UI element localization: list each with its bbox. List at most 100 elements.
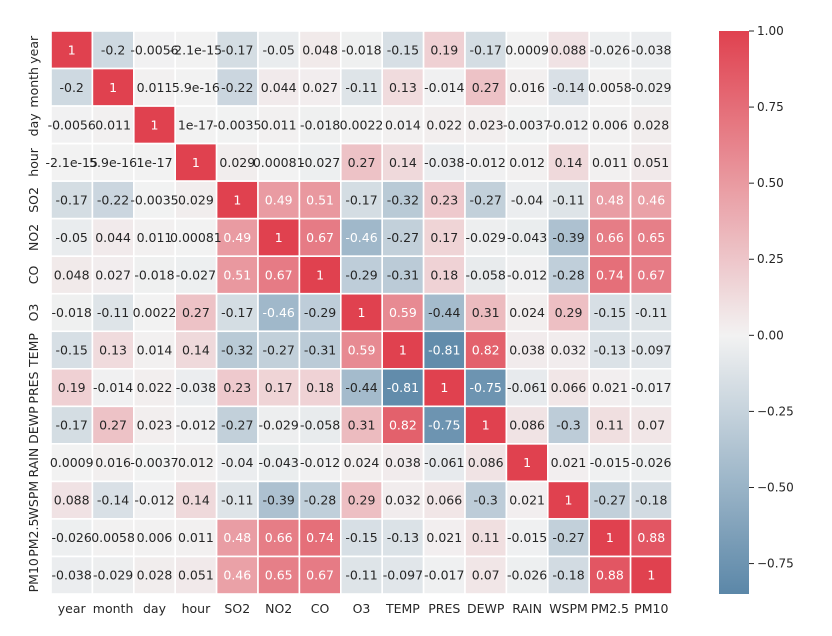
cell-value-hour-year: -2.1e-15 xyxy=(45,155,98,170)
cell-value-DEWP-NO2: -0.029 xyxy=(259,418,299,433)
cell-value-SO2-day: -0.0035 xyxy=(130,192,178,207)
cell-value-NO2-day: 0.011 xyxy=(137,230,173,245)
y-tick-label-month: month xyxy=(26,67,41,108)
heatmap-cell-PM2.5-year xyxy=(50,518,94,558)
heatmap-annotations: 1 -0.2 -0.0056-2.1e-15-0.17 -0.05 0.048 -0.01… xyxy=(45,42,671,582)
cell-value-PRES-day: 0.022 xyxy=(137,380,173,395)
cell-value-DEWP-day: 0.023 xyxy=(137,418,173,433)
cell-value-NO2-PM2.5: 0.66 xyxy=(596,230,624,245)
cell-value-year-SO2: -0.17 xyxy=(221,42,253,57)
heatmap-cell-month-month xyxy=(91,67,135,107)
cell-value-month-TEMP: 0.13 xyxy=(389,80,417,95)
cell-value-CO-PRES: 0.18 xyxy=(430,267,458,282)
cell-value-CO-TEMP: -0.31 xyxy=(387,267,419,282)
x-tick-label-hour: hour xyxy=(182,601,211,616)
cell-value-DEWP-PRES: -0.75 xyxy=(428,418,460,433)
cell-value-hour-NO2: 0.00081 xyxy=(253,155,305,170)
cell-value-PRES-month: -0.014 xyxy=(93,380,133,395)
cell-value-TEMP-month: 0.13 xyxy=(99,343,127,358)
heatmap-cell-TEMP-month xyxy=(91,330,135,370)
heatmap-cell-RAIN-DEWP xyxy=(464,443,508,483)
cell-value-PM10-PM10: 1 xyxy=(647,568,655,583)
cell-value-RAIN-PRES: -0.061 xyxy=(424,455,464,470)
cell-value-year-PM2.5: -0.026 xyxy=(590,42,630,57)
cell-value-TEMP-PM2.5: -0.13 xyxy=(594,343,626,358)
cell-value-PRES-TEMP: -0.81 xyxy=(387,380,419,395)
cell-value-day-PM10: 0.028 xyxy=(633,117,669,132)
cell-value-TEMP-PM10: -0.097 xyxy=(631,343,671,358)
heatmap-cell-PM2.5-RAIN xyxy=(505,518,549,558)
heatmap-cell-month-year xyxy=(50,67,94,107)
cell-value-O3-WSPM: 0.29 xyxy=(555,305,583,320)
cell-value-NO2-O3: -0.46 xyxy=(345,230,377,245)
cell-value-PM2.5-SO2: 0.48 xyxy=(223,530,251,545)
y-tick-label-hour: hour xyxy=(26,147,41,176)
heatmap-cell-hour-PRES xyxy=(422,142,466,182)
cell-value-SO2-PM2.5: 0.48 xyxy=(596,192,624,207)
x-tick-label-year: year xyxy=(58,601,87,616)
cell-value-CO-month: 0.027 xyxy=(95,267,131,282)
cell-value-O3-PRES: -0.44 xyxy=(428,305,460,320)
heatmap-cell-SO2-RAIN xyxy=(505,180,549,220)
cell-value-WSPM-NO2: -0.39 xyxy=(263,493,295,508)
colorbar: 1.00 0.75 0.50 0.25 0.00 −0.25 −0.50 −0.75 xyxy=(719,24,794,594)
cell-value-TEMP-SO2: -0.32 xyxy=(221,343,253,358)
cell-value-day-NO2: 0.011 xyxy=(261,117,297,132)
cell-value-year-DEWP: -0.17 xyxy=(470,42,502,57)
cell-value-O3-month: -0.11 xyxy=(97,305,129,320)
cell-value-DEWP-RAIN: 0.086 xyxy=(509,418,545,433)
cell-value-SO2-O3: -0.17 xyxy=(345,192,377,207)
heatmap-cell-WSPM-DEWP xyxy=(464,480,508,520)
x-tick-label-RAIN: RAIN xyxy=(512,601,542,616)
heatmap-cell-PM10-hour xyxy=(174,555,218,595)
cell-value-RAIN-day: -0.0037 xyxy=(130,455,178,470)
heatmap-cell-NO2-PRES xyxy=(422,217,466,258)
y-tick-label-PM10: PM10 xyxy=(26,558,41,592)
cell-value-WSPM-SO2: -0.11 xyxy=(221,493,253,508)
cell-value-PM10-TEMP: -0.097 xyxy=(383,568,423,583)
cell-value-TEMP-PRES: -0.81 xyxy=(428,343,460,358)
cell-value-NO2-year: -0.05 xyxy=(56,230,88,245)
cell-value-SO2-RAIN: -0.04 xyxy=(511,192,543,207)
heatmap-cell-PM2.5-hour xyxy=(174,518,218,558)
heatmap-cell-WSPM-TEMP xyxy=(381,480,425,520)
cell-value-month-PRES: -0.014 xyxy=(424,80,464,95)
heatmap-cell-PRES-PM10 xyxy=(629,367,673,408)
x-tick-label-PRES: PRES xyxy=(428,601,460,616)
heatmap-cell-year-PRES xyxy=(422,30,466,70)
heatmap-cell-PRES-hour xyxy=(174,367,218,408)
cell-value-hour-hour: 1 xyxy=(192,155,200,170)
heatmap-cell-year-NO2 xyxy=(257,30,301,70)
y-tick-label-TEMP: TEMP xyxy=(26,333,41,368)
heatmap-cell-SO2-CO xyxy=(298,180,342,220)
cell-value-month-PM2.5: 0.0058 xyxy=(588,80,632,95)
cell-value-RAIN-month: 0.016 xyxy=(95,455,131,470)
cell-value-hour-day: 1e-17 xyxy=(136,155,172,170)
cell-value-NO2-TEMP: -0.27 xyxy=(387,230,419,245)
cell-value-PRES-WSPM: 0.066 xyxy=(551,380,587,395)
x-tick-label-month: month xyxy=(93,601,134,616)
cell-value-year-RAIN: 0.0009 xyxy=(505,42,549,57)
heatmap-cell-TEMP-TEMP xyxy=(381,330,425,370)
cell-value-PRES-PM2.5: 0.021 xyxy=(592,380,628,395)
cell-value-O3-DEWP: 0.31 xyxy=(472,305,500,320)
heatmap-cell-PRES-RAIN xyxy=(505,367,549,408)
cell-value-WSPM-hour: 0.14 xyxy=(182,493,210,508)
cell-value-day-month: 0.011 xyxy=(95,117,131,132)
cell-value-DEWP-month: 0.27 xyxy=(99,418,127,433)
cell-value-day-PM2.5: 0.006 xyxy=(592,117,628,132)
cell-value-year-NO2: -0.05 xyxy=(263,42,295,57)
cell-value-day-WSPM: -0.012 xyxy=(548,117,588,132)
cell-value-SO2-PM10: 0.46 xyxy=(637,192,665,207)
heatmap-cell-PM2.5-month xyxy=(91,518,135,558)
cell-value-year-day: -0.0056 xyxy=(130,42,178,57)
cell-value-RAIN-TEMP: 0.038 xyxy=(385,455,421,470)
heatmap-cell-hour-TEMP xyxy=(381,142,425,182)
cell-value-PM2.5-RAIN: -0.015 xyxy=(507,530,547,545)
y-tick-label-year: year xyxy=(26,35,41,64)
heatmap-cell-CO-PM2.5 xyxy=(588,255,632,295)
colorbar-tick-label: 0.25 xyxy=(757,252,784,266)
cell-value-month-CO: 0.027 xyxy=(302,80,338,95)
cell-value-O3-O3: 1 xyxy=(358,305,366,320)
cell-value-CO-WSPM: -0.28 xyxy=(552,267,584,282)
